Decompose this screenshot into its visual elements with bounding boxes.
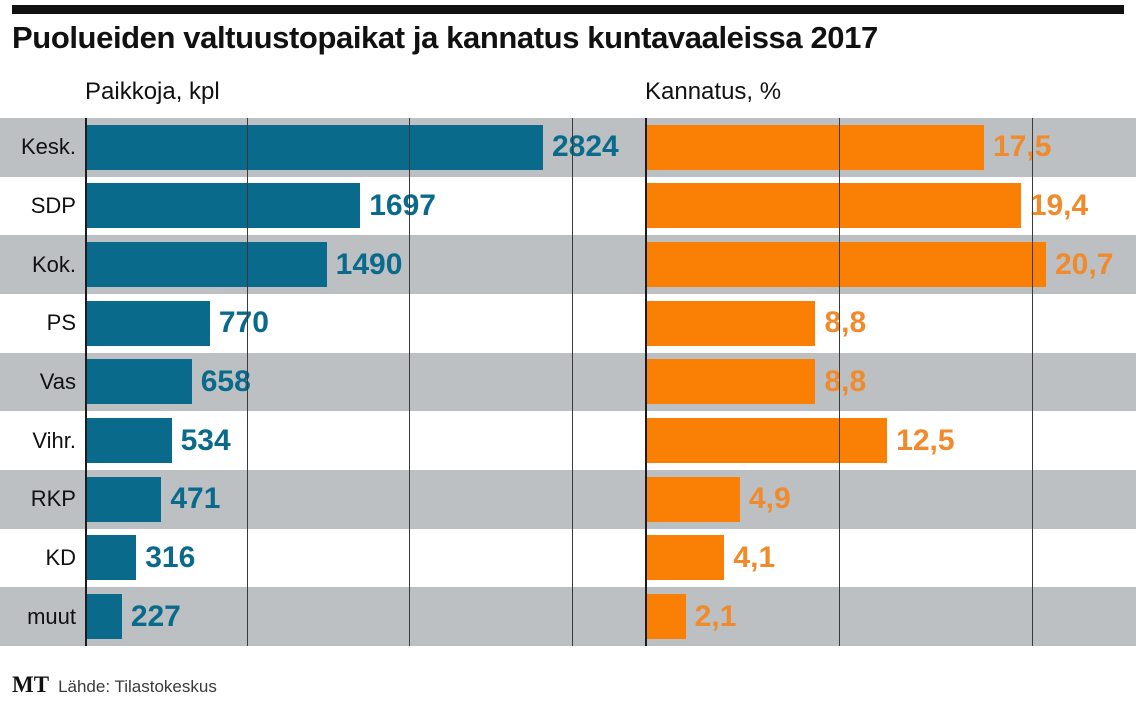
seats-bar	[85, 124, 543, 170]
support-bar	[645, 418, 888, 464]
seats-bar-group: 658	[85, 353, 251, 412]
chart-row: RKP 471 4,9	[0, 469, 1136, 529]
chart-row: Vihr. 534 12,5	[0, 411, 1136, 470]
row-label-rkp: RKP	[30, 486, 76, 512]
page-title: Puolueiden valtuustopaikat ja kannatus k…	[12, 20, 878, 55]
support-bar-group: 12,5	[645, 411, 955, 470]
row-label-kd: KD	[45, 544, 76, 570]
row-label-muut: muut	[27, 603, 76, 629]
seats-bar-group: 1697	[85, 177, 436, 236]
support-bar-group: 20,7	[645, 235, 1113, 294]
right-column-heading: Kannatus, %	[645, 78, 782, 105]
seats-bar-group: 534	[85, 411, 231, 470]
support-value-label: 8,8	[824, 306, 867, 340]
support-bar-group: 4,1	[645, 529, 775, 588]
seats-value-label: 2824	[552, 130, 619, 164]
support-bar-group: 8,8	[645, 353, 866, 412]
support-bar	[645, 300, 816, 346]
support-bar-group: 8,8	[645, 294, 866, 353]
mt-logo: MT	[12, 672, 50, 697]
support-value-label: 4,1	[733, 540, 776, 574]
seats-bar	[85, 476, 162, 522]
left-column-heading: Paikkoja, kpl	[85, 78, 220, 105]
chart-footer: MT Lähde: Tilastokeskus	[12, 672, 217, 698]
row-label-kesk: Kesk.	[20, 134, 76, 160]
seats-value-label: 770	[218, 306, 269, 340]
seats-value-label: 227	[130, 599, 181, 633]
seats-value-label: 1697	[369, 188, 436, 222]
source-caption: Lähde: Tilastokeskus	[58, 677, 217, 696]
support-bar	[645, 359, 816, 405]
row-label-kok: Kok.	[31, 251, 76, 277]
seats-bar	[85, 242, 327, 288]
seats-value-label: 1490	[335, 247, 403, 281]
chart-row: Kesk. 2824 17,5	[0, 118, 1136, 177]
top-rule-divider	[12, 5, 1124, 14]
support-value-label: 4,9	[748, 482, 791, 516]
row-label-ps: PS	[46, 310, 76, 336]
seats-value-label: 658	[200, 364, 251, 398]
chart-row: SDP 1697 19,4	[0, 176, 1136, 236]
row-label-sdp: SDP	[30, 192, 76, 218]
seats-bar	[85, 359, 192, 405]
support-value-label: 12,5	[896, 423, 955, 457]
chart-row: muut 227 2,1	[0, 587, 1136, 646]
chart-plot-area: Kesk. 2824 17,5 SDP 1697 19,4 Kok. 1490 20,7 PS 77…	[0, 118, 1136, 646]
seats-bar	[85, 594, 122, 640]
seats-bar-group: 1490	[85, 235, 402, 294]
support-value-label: 19,4	[1029, 188, 1089, 222]
chart-row: Kok. 1490 20,7	[0, 235, 1136, 294]
seats-bar-group: 227	[85, 587, 181, 646]
support-value-label: 17,5	[993, 130, 1052, 164]
seats-bar	[85, 535, 137, 581]
row-label-vas: Vas	[39, 368, 76, 394]
seats-bar-group: 316	[85, 529, 195, 588]
seats-bar	[85, 418, 172, 464]
seats-bar	[85, 300, 210, 346]
seats-value-label: 316	[145, 540, 196, 574]
support-bar	[645, 124, 984, 170]
support-bar	[645, 594, 686, 640]
seats-value-label: 534	[180, 423, 231, 457]
seats-bar-group: 2824	[85, 118, 619, 177]
support-bar	[645, 476, 740, 522]
support-value-label: 8,8	[824, 364, 867, 398]
seats-value-label: 471	[170, 482, 221, 516]
seats-bar-group: 471	[85, 470, 220, 529]
seats-bar	[85, 183, 361, 229]
chart-row: KD 316 4,1	[0, 528, 1136, 588]
support-bar-group: 2,1	[645, 587, 736, 646]
seats-bar-group: 770	[85, 294, 269, 353]
support-bar-group: 19,4	[645, 177, 1088, 236]
support-value-label: 20,7	[1055, 247, 1114, 281]
support-bar	[645, 242, 1046, 288]
row-label-vihr: Vihr.	[32, 427, 76, 453]
support-bar-group: 17,5	[645, 118, 1051, 177]
support-bar	[645, 535, 725, 581]
chart-row: PS 770 8,8	[0, 293, 1136, 353]
support-bar-group: 4,9	[645, 470, 791, 529]
support-value-label: 2,1	[694, 599, 737, 633]
chart-row: Vas 658 8,8	[0, 352, 1136, 412]
support-bar	[645, 183, 1021, 229]
